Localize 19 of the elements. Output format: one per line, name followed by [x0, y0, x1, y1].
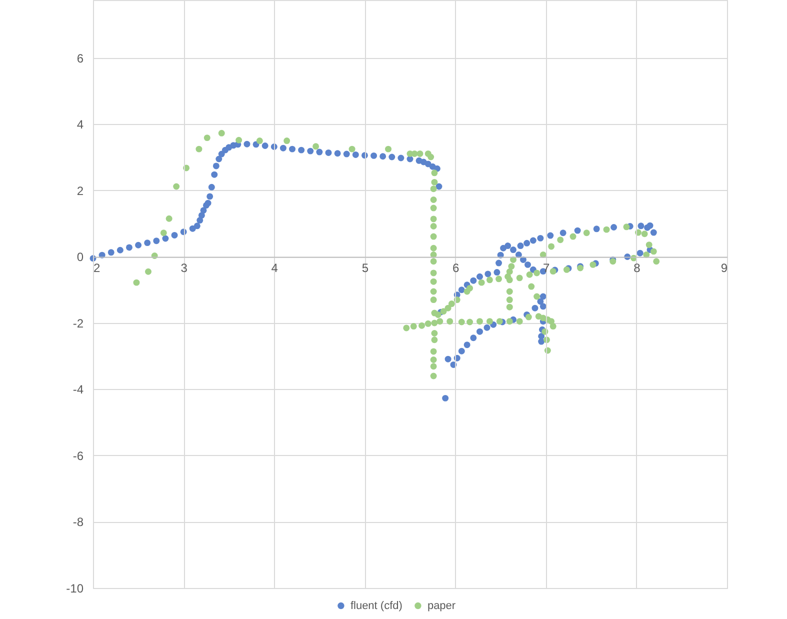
- y-tick-label: 2: [76, 184, 84, 198]
- legend-label: paper: [427, 600, 456, 612]
- legend-label: fluent (cfd): [350, 600, 402, 612]
- y-tick-label: -4: [72, 382, 84, 397]
- x-tick-label: 2: [94, 261, 100, 276]
- x-tick-label: 3: [180, 261, 188, 276]
- x-tick-label: 7: [543, 261, 550, 276]
- y-tick-label: -6: [72, 448, 84, 463]
- x-tick-label: 5: [362, 261, 369, 276]
- x-tick-label: 9: [720, 261, 728, 276]
- y-tick-label: 6: [76, 51, 84, 66]
- y-tick-label: 0: [76, 250, 84, 264]
- y-tick-label: 4: [76, 118, 84, 132]
- x-tick-label: 4: [271, 261, 278, 276]
- y-tick-label: -10: [66, 582, 84, 596]
- y-tick-label: -2: [72, 316, 84, 330]
- x-tick-label: 6: [452, 261, 460, 276]
- x-tick-label: 8: [634, 261, 641, 276]
- y-tick-label: -8: [72, 515, 84, 530]
